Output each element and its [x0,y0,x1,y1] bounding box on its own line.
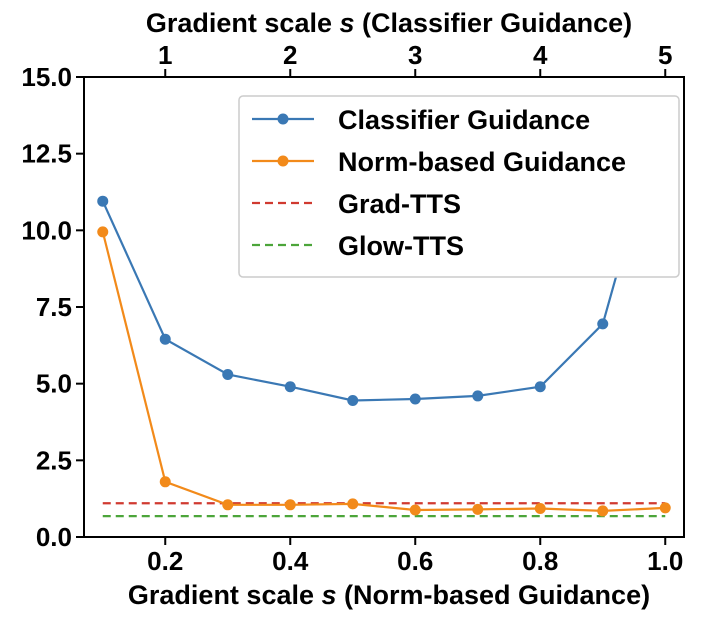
top-x-tick-label: 4 [533,40,548,70]
top-x-tick-label: 3 [408,40,422,70]
y-tick-label: 12.5 [21,139,72,169]
x-tick-label: 0.4 [272,546,309,576]
data-point-classifier-guidance [222,368,234,380]
y-tick-label: 7.5 [36,292,72,322]
top-x-tick-label: 1 [158,40,172,70]
data-point-classifier-guidance [284,381,296,393]
x-axis-ticks: 0.2 0.4 0.6 0.8 1.0 [147,537,683,576]
data-point-norm-based-guidance [97,226,109,238]
x-tick-label: 0.6 [397,546,433,576]
y-tick-label: 5.0 [36,369,72,399]
data-point-classifier-guidance [409,393,421,405]
data-point-classifier-guidance [534,381,546,393]
series-line-classifier-guidance [101,101,667,402]
data-point-norm-based-guidance [284,499,296,511]
plot-frame [83,76,685,538]
data-point-norm-based-guidance [159,476,171,488]
series-layer [97,96,671,518]
legend-label-grad-tts: Grad-TTS [338,189,461,219]
data-point-classifier-guidance [347,395,359,407]
data-point-classifier-guidance [597,318,609,330]
data-point-norm-based-guidance [534,502,546,514]
data-point-classifier-guidance [159,333,171,345]
data-point-norm-based-guidance [347,498,359,510]
data-point-classifier-guidance [97,195,109,207]
legend-marker-norm-based-guidance [277,155,289,167]
y-tick-label: 15.0 [21,62,72,92]
top-x-axis-label: Gradient scale s (Classifier Guidance) [146,8,632,38]
top-x-tick-label: 2 [283,40,297,70]
data-point-norm-based-guidance [597,505,609,517]
x-tick-label: 1.0 [647,546,683,576]
legend-marker-classifier-guidance [277,113,289,125]
legend: Classifier Guidance Norm-based Guidance Gr… [238,95,680,278]
y-axis-ticks: 0.0 2.5 5.0 7.5 10.0 12.5 15.0 [21,62,84,552]
legend-label-norm-based-guidance: Norm-based Guidance [338,147,626,177]
x-axis-label: Gradient scale s (Norm-based Guidance) [128,580,650,610]
x-tick-label: 0.8 [522,546,558,576]
data-point-norm-based-guidance [409,504,421,516]
data-point-norm-based-guidance [659,502,671,514]
x-tick-label: 0.2 [147,546,183,576]
series-line-norm-based-guidance [101,231,666,513]
data-point-norm-based-guidance [472,503,484,515]
y-tick-label: 2.5 [36,445,72,475]
legend-label-glow-tts: Glow-TTS [338,231,464,261]
legend-label-classifier-guidance: Classifier Guidance [338,105,590,135]
top-x-tick-label: 5 [658,40,672,70]
data-point-norm-based-guidance [222,499,234,511]
legend-box [238,95,680,278]
data-point-classifier-guidance [472,390,484,402]
y-tick-label: 10.0 [21,215,72,245]
y-tick-label: 0.0 [36,522,72,552]
top-x-axis-ticks: 1 2 3 4 5 [158,40,672,77]
